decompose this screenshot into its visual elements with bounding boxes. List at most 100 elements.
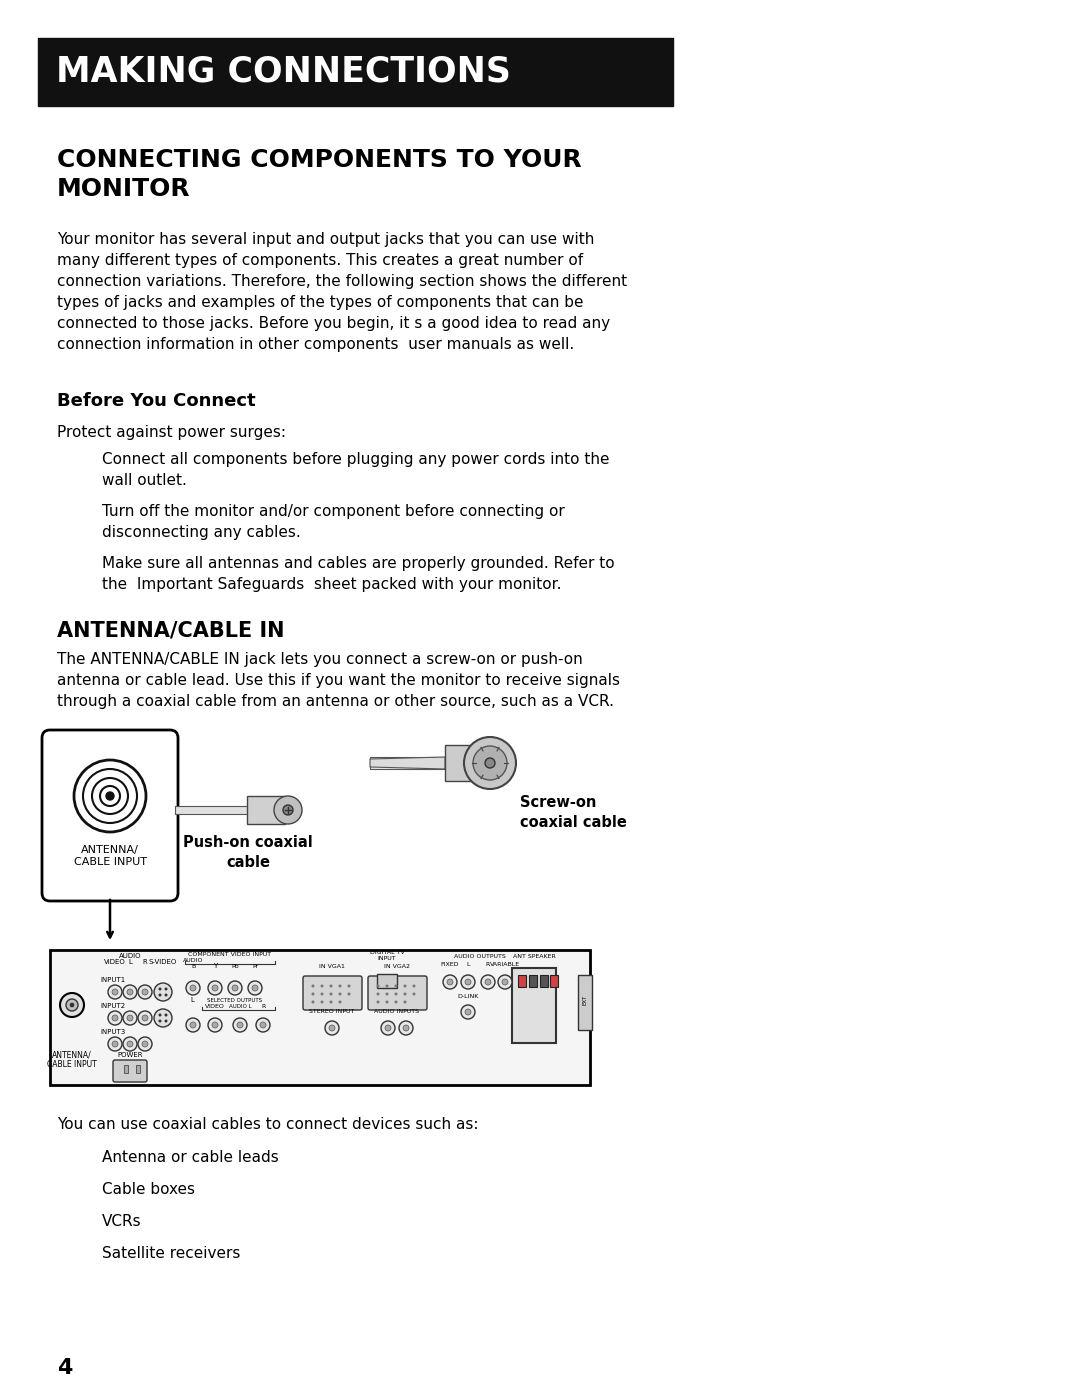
Text: SELECTED OUTPUTS: SELECTED OUTPUTS bbox=[207, 997, 262, 1003]
Circle shape bbox=[66, 999, 78, 1011]
Circle shape bbox=[154, 1009, 172, 1027]
Text: EXT: EXT bbox=[582, 995, 588, 1004]
Circle shape bbox=[232, 985, 238, 990]
Circle shape bbox=[283, 805, 293, 814]
Circle shape bbox=[208, 1018, 222, 1032]
Circle shape bbox=[329, 1025, 335, 1031]
Bar bbox=[578, 975, 592, 1030]
Text: Cable boxes: Cable boxes bbox=[102, 1182, 195, 1197]
Circle shape bbox=[465, 1009, 471, 1016]
Circle shape bbox=[154, 983, 172, 1002]
Circle shape bbox=[248, 981, 262, 995]
Circle shape bbox=[108, 985, 122, 999]
Text: Pr: Pr bbox=[252, 964, 258, 970]
Bar bbox=[550, 975, 558, 988]
Text: POWER: POWER bbox=[118, 1052, 143, 1058]
Text: D-LINK: D-LINK bbox=[457, 995, 478, 999]
Bar bbox=[445, 745, 475, 781]
Circle shape bbox=[311, 1000, 314, 1003]
Circle shape bbox=[404, 992, 406, 996]
Text: Turn off the monitor and/or component before connecting or
disconnecting any cab: Turn off the monitor and/or component be… bbox=[102, 504, 565, 541]
Circle shape bbox=[394, 985, 397, 988]
Text: ANTENNA/
CABLE INPUT: ANTENNA/ CABLE INPUT bbox=[48, 1051, 97, 1069]
Circle shape bbox=[413, 985, 416, 988]
Circle shape bbox=[138, 985, 152, 999]
Circle shape bbox=[108, 1011, 122, 1025]
Text: Connect all components before plugging any power cords into the
wall outlet.: Connect all components before plugging a… bbox=[102, 453, 609, 488]
Circle shape bbox=[464, 738, 516, 789]
Text: CONNECTING COMPONENTS TO YOUR
MONITOR: CONNECTING COMPONENTS TO YOUR MONITOR bbox=[57, 148, 582, 201]
Text: MAKING CONNECTIONS: MAKING CONNECTIONS bbox=[56, 54, 511, 89]
Text: Your monitor has several input and output jacks that you can use with
many diffe: Your monitor has several input and outpu… bbox=[57, 232, 627, 352]
Text: DIGITAL TV
INPUT: DIGITAL TV INPUT bbox=[369, 950, 404, 961]
Circle shape bbox=[138, 1011, 152, 1025]
Circle shape bbox=[498, 975, 512, 989]
Circle shape bbox=[256, 1018, 270, 1032]
Circle shape bbox=[386, 992, 389, 996]
Circle shape bbox=[159, 993, 162, 996]
Circle shape bbox=[377, 1000, 379, 1003]
Text: 4: 4 bbox=[57, 1358, 72, 1377]
Circle shape bbox=[386, 985, 389, 988]
Circle shape bbox=[377, 992, 379, 996]
Text: Pb: Pb bbox=[231, 964, 239, 970]
Text: Push-on coaxial
cable: Push-on coaxial cable bbox=[184, 835, 313, 870]
Circle shape bbox=[381, 1021, 395, 1035]
Text: VIDEO: VIDEO bbox=[205, 1004, 225, 1009]
Circle shape bbox=[502, 979, 508, 985]
FancyBboxPatch shape bbox=[42, 731, 178, 901]
Circle shape bbox=[141, 1041, 148, 1046]
Bar bbox=[38, 38, 673, 106]
Bar bbox=[529, 975, 537, 988]
Circle shape bbox=[461, 1004, 475, 1018]
Text: L: L bbox=[467, 963, 470, 967]
Circle shape bbox=[329, 1000, 333, 1003]
Circle shape bbox=[127, 989, 133, 995]
Circle shape bbox=[112, 1041, 118, 1046]
Circle shape bbox=[190, 985, 195, 990]
Circle shape bbox=[329, 992, 333, 996]
FancyBboxPatch shape bbox=[303, 977, 362, 1010]
FancyBboxPatch shape bbox=[368, 977, 427, 1010]
Circle shape bbox=[338, 1000, 341, 1003]
Text: Y: Y bbox=[213, 963, 217, 970]
Text: Antenna or cable leads: Antenna or cable leads bbox=[102, 1150, 279, 1165]
Circle shape bbox=[141, 989, 148, 995]
Circle shape bbox=[485, 979, 491, 985]
Circle shape bbox=[208, 981, 222, 995]
Circle shape bbox=[447, 979, 453, 985]
Text: AUDIO L: AUDIO L bbox=[229, 1004, 252, 1009]
Bar bbox=[377, 974, 397, 988]
Bar bbox=[518, 975, 526, 988]
Text: R: R bbox=[486, 963, 490, 967]
Circle shape bbox=[321, 985, 324, 988]
Text: Before You Connect: Before You Connect bbox=[57, 393, 256, 409]
Text: S-VIDEO: S-VIDEO bbox=[149, 958, 177, 965]
Text: STEREO INPUT: STEREO INPUT bbox=[309, 1009, 354, 1014]
Circle shape bbox=[321, 992, 324, 996]
Circle shape bbox=[212, 1023, 218, 1028]
Text: VCRs: VCRs bbox=[102, 1214, 141, 1229]
Bar bbox=[124, 1065, 129, 1073]
Circle shape bbox=[443, 975, 457, 989]
Bar bbox=[512, 968, 556, 1044]
Circle shape bbox=[123, 985, 137, 999]
Circle shape bbox=[386, 1000, 389, 1003]
Circle shape bbox=[311, 992, 314, 996]
Circle shape bbox=[212, 985, 218, 990]
Circle shape bbox=[404, 1000, 406, 1003]
Text: VARIABLE: VARIABLE bbox=[490, 963, 521, 967]
Circle shape bbox=[141, 1016, 148, 1021]
Circle shape bbox=[384, 1025, 391, 1031]
Circle shape bbox=[164, 1013, 167, 1017]
Text: Make sure all antennas and cables are properly grounded. Refer to
the  Important: Make sure all antennas and cables are pr… bbox=[102, 556, 615, 592]
Text: AUDIO INPUTS: AUDIO INPUTS bbox=[375, 1009, 419, 1014]
Circle shape bbox=[485, 759, 495, 768]
Text: ANTENNA/
CABLE INPUT: ANTENNA/ CABLE INPUT bbox=[73, 845, 147, 868]
Text: AUDIO: AUDIO bbox=[119, 953, 141, 958]
Polygon shape bbox=[370, 757, 445, 768]
Circle shape bbox=[329, 985, 333, 988]
Circle shape bbox=[233, 1018, 247, 1032]
Circle shape bbox=[465, 979, 471, 985]
Circle shape bbox=[190, 1023, 195, 1028]
